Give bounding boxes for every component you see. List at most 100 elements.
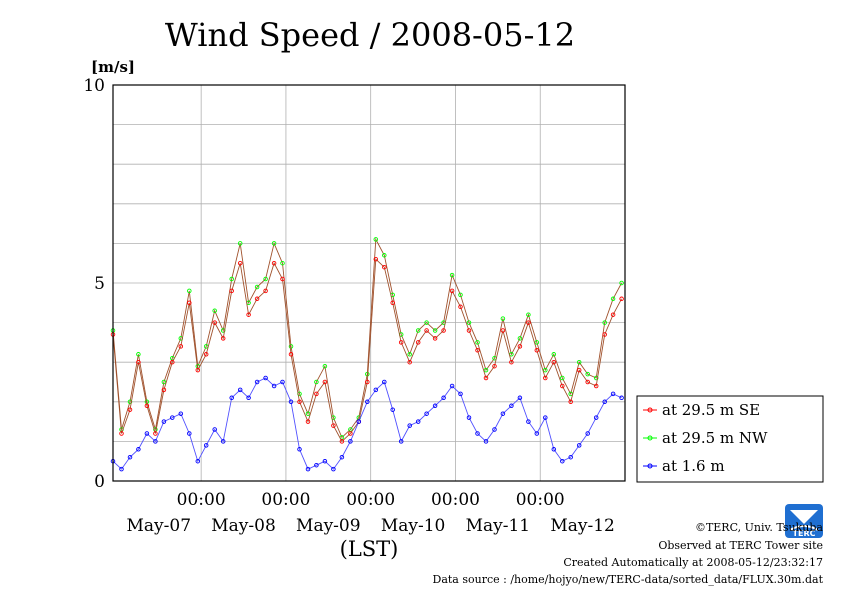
data-point: [161, 419, 167, 424]
data-point: [263, 375, 268, 381]
data-point: [576, 359, 582, 365]
data-point: [203, 443, 209, 448]
x-day-label: May-08: [211, 516, 276, 536]
data-point: [280, 260, 285, 266]
data-point: [492, 427, 497, 432]
data-point: [322, 363, 328, 369]
data-point: [322, 458, 328, 464]
x-tick-label: 00:00: [177, 490, 226, 510]
data-point: [585, 379, 590, 385]
data-point: [237, 387, 243, 393]
data-point: [161, 387, 167, 393]
x-tick-label: 00:00: [346, 490, 395, 510]
data-point: [424, 320, 429, 325]
data-point: [271, 241, 277, 246]
x-day-label: May-09: [296, 516, 361, 536]
data-point: [526, 320, 531, 325]
data-point: [229, 288, 234, 294]
data-point: [500, 328, 506, 333]
data-point: [449, 272, 455, 278]
data-point: [297, 399, 302, 405]
data-point: [144, 431, 150, 436]
legend: at 29.5 m SE at 29.5 m NW at 1.6 m: [636, 395, 824, 483]
data-point: [314, 379, 319, 385]
data-point: [619, 395, 624, 401]
x-axis-title: (LST): [340, 537, 399, 561]
data-point: [551, 359, 557, 365]
data-point: [331, 466, 336, 472]
data-point: [271, 260, 277, 266]
data-point: [314, 462, 319, 468]
data-point: [187, 288, 192, 294]
data-point: [305, 466, 311, 472]
y-tick-label: 5: [94, 274, 105, 294]
x-day-label: May-07: [127, 516, 192, 536]
data-point: [543, 375, 548, 381]
legend-box: [636, 395, 824, 483]
y-tick-label: 10: [83, 76, 105, 96]
data-point: [136, 352, 141, 357]
data-point: [475, 431, 480, 436]
legend-swatch-point: [647, 435, 653, 441]
data-point: [305, 419, 311, 424]
x-day-label: May-10: [381, 516, 446, 536]
data-point: [449, 383, 455, 389]
data-point: [610, 312, 616, 317]
data-point: [551, 447, 557, 452]
data-point: [466, 328, 472, 333]
data-point: [509, 359, 514, 365]
data-point: [280, 276, 285, 282]
data-point: [475, 348, 480, 353]
data-point: [382, 264, 387, 270]
data-point: [263, 276, 268, 282]
data-point: [500, 411, 506, 416]
data-point: [229, 276, 234, 282]
series-group: [110, 237, 624, 472]
data-point: [178, 344, 184, 349]
legend-label: at 29.5 m SE: [662, 401, 760, 419]
legend-swatch-point: [647, 407, 653, 413]
data-point: [610, 296, 616, 302]
data-point: [466, 415, 472, 420]
data-point: [585, 431, 590, 436]
data-point: [373, 237, 379, 242]
data-point: [560, 375, 565, 381]
data-point: [365, 399, 370, 405]
data-point: [560, 458, 565, 464]
data-point: [365, 379, 370, 385]
data-point: [483, 375, 489, 381]
series-0: [110, 256, 624, 444]
data-point: [500, 316, 506, 321]
data-point: [187, 300, 192, 306]
data-point: [170, 415, 175, 420]
data-point: [441, 328, 446, 333]
series-line: [112, 237, 622, 439]
data-point: [551, 352, 557, 357]
data-point: [568, 454, 573, 460]
data-point: [475, 340, 480, 345]
y-tick-label: 0: [94, 472, 105, 492]
data-point: [331, 423, 336, 428]
data-point: [593, 383, 599, 389]
data-point: [339, 439, 345, 444]
data-point: [356, 419, 362, 424]
series-line: [112, 377, 622, 470]
data-point: [136, 447, 141, 452]
data-point: [348, 431, 353, 436]
data-point: [153, 431, 158, 436]
series-2: [110, 375, 624, 472]
data-point: [127, 407, 133, 412]
source-text: Data source : /home/hojyo/new/TERC-data/…: [433, 573, 824, 586]
data-point: [254, 296, 260, 302]
data-point: [390, 407, 395, 412]
data-point: [407, 423, 412, 428]
x-day-label: May-11: [466, 516, 531, 536]
data-point: [534, 340, 540, 345]
data-point: [187, 431, 192, 436]
chart-title: Wind Speed / 2008-05-12: [165, 16, 575, 54]
data-point: [509, 403, 514, 409]
data-point: [288, 344, 294, 349]
data-point: [170, 359, 175, 365]
data-point: [602, 320, 607, 325]
